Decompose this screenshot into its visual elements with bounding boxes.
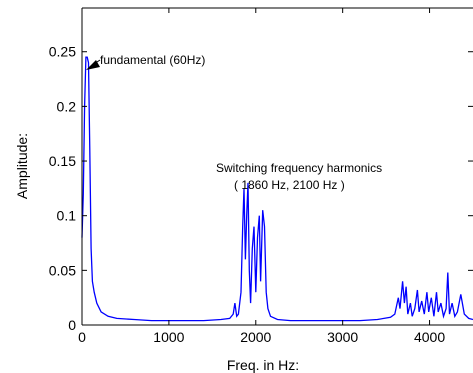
- fundamental-arrow-head: [86, 60, 100, 70]
- y-tick-label: 0.15: [49, 153, 76, 169]
- fundamental-annotation: fundamental (60Hz): [86, 53, 205, 70]
- y-tick-label: 0.25: [49, 44, 76, 60]
- plot-background: [82, 8, 473, 325]
- y-axis-title: Amplitude:: [14, 133, 30, 199]
- x-axis-title: Freq. in Hz:: [227, 357, 299, 373]
- y-tick-label: 0.2: [57, 98, 77, 114]
- x-tick-label: 3000: [327, 329, 358, 345]
- ticks-group: 0 1000 2000 3000 4000 0 0.05 0.1 0.15 0.2 0.25: [49, 8, 473, 345]
- y-tick-label: 0: [68, 317, 76, 333]
- x-tick-label: 1000: [153, 329, 184, 345]
- x-tick-label: 2000: [240, 329, 271, 345]
- y-tick-label: 0.1: [57, 208, 77, 224]
- fundamental-label: fundamental (60Hz): [100, 53, 205, 67]
- series-group: [81, 56, 473, 322]
- y-tick-label: 0.05: [49, 262, 76, 278]
- x-tick-label: 0: [78, 329, 86, 345]
- series-line-0: [81, 56, 473, 322]
- switching-harmonics-frequencies: ( 1860 Hz, 2100 Hz ): [234, 178, 345, 192]
- axes-group: [81, 7, 473, 326]
- x-tick-label: 4000: [414, 329, 445, 345]
- switching-harmonics-label: Switching frequency harmonics: [216, 161, 382, 175]
